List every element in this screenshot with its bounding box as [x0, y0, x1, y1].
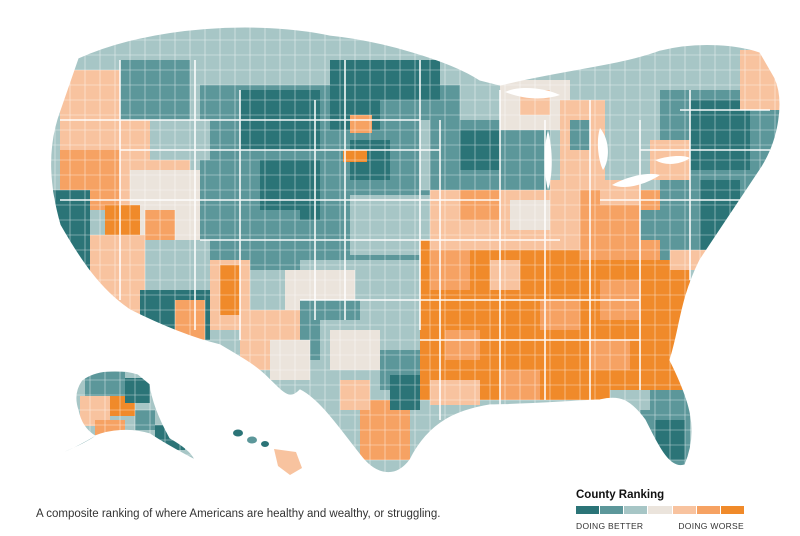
conus-region — [49, 26, 781, 474]
legend-swatch — [624, 506, 648, 514]
legend-swatch — [720, 506, 744, 514]
legend-swatch — [696, 506, 720, 514]
legend-high-label: DOING WORSE — [678, 521, 744, 531]
legend-swatch — [576, 506, 600, 514]
legend: County Ranking DOING BETTER DOING WORSE — [576, 489, 748, 531]
alaska-region — [64, 370, 196, 462]
legend-color-scale — [576, 506, 744, 514]
legend-low-label: DOING BETTER — [576, 521, 644, 531]
map-caption: A composite ranking of where Americans a… — [36, 508, 441, 520]
hawaii-region — [233, 429, 302, 475]
legend-swatch — [672, 506, 696, 514]
legend-labels: DOING BETTER DOING WORSE — [576, 521, 744, 531]
legend-swatch — [600, 506, 624, 514]
legend-title: County Ranking — [576, 489, 665, 501]
legend-swatch — [648, 506, 672, 514]
